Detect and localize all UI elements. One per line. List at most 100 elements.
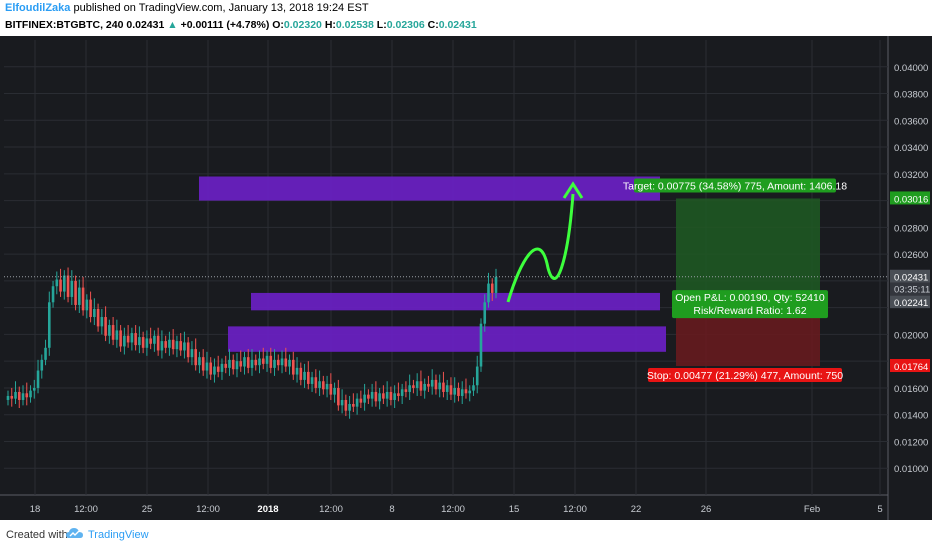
middle-support-zone: [251, 292, 660, 311]
candle-down: [89, 299, 92, 318]
candle-down: [314, 377, 318, 388]
candle-up: [430, 379, 434, 387]
candle-down: [254, 359, 258, 366]
candle-up: [145, 338, 149, 348]
tradingview-cloud-icon: [66, 528, 83, 538]
candle-down: [126, 335, 130, 343]
candle-up: [235, 361, 239, 370]
low-value: 0.02306: [386, 19, 425, 31]
y-tick-label: 0.02800: [894, 223, 928, 234]
author-link[interactable]: ElfoudilZaka: [5, 2, 71, 14]
high-value: 0.02538: [335, 19, 374, 31]
candle-down: [201, 357, 205, 371]
candle-up: [438, 382, 441, 390]
x-tick-label: 25: [142, 504, 153, 515]
forecast-arrow: [506, 193, 575, 303]
candle-up: [460, 389, 464, 396]
symbol-label[interactable]: BITFINEX:BTGBTC, 240: [5, 19, 124, 31]
x-tick-label: 8: [389, 504, 394, 515]
candle-up: [385, 391, 389, 399]
candle-down: [457, 387, 460, 396]
candle-up: [479, 323, 483, 367]
target-label-text: Target: 0.00775 (34.58%) 775, Amount: 14…: [623, 180, 847, 192]
candle-up: [303, 371, 306, 380]
chart-area[interactable]: Target: 0.00775 (34.58%) 775, Amount: 14…: [0, 36, 932, 520]
candle-up: [378, 393, 381, 402]
candle-down: [397, 393, 400, 396]
candle-up: [51, 286, 55, 303]
candle-up: [415, 381, 419, 388]
candle-down: [239, 361, 243, 367]
candle-down: [464, 389, 468, 394]
open-value: 0.02320: [283, 19, 322, 31]
candle-down: [134, 333, 137, 346]
candle-up: [198, 357, 201, 366]
candle-up: [295, 367, 299, 375]
candle-down: [25, 393, 29, 398]
up-triangle-icon: ▲: [167, 19, 178, 31]
candle-up: [63, 275, 66, 292]
candle-down: [66, 275, 70, 297]
candle-up: [40, 359, 44, 371]
candle-up: [228, 359, 231, 368]
countdown-label: 03:35:11: [894, 285, 930, 296]
last-price: 0.02431: [126, 19, 165, 31]
candle-down: [96, 308, 100, 327]
candle-down: [17, 391, 21, 400]
candle-down: [119, 330, 122, 347]
candle-up: [340, 399, 344, 406]
candle-up: [78, 287, 81, 305]
y-tick-label: 0.01000: [894, 464, 928, 475]
candle-up: [318, 381, 321, 388]
candle-down: [359, 398, 363, 403]
candle-up: [123, 335, 126, 347]
candle-up: [205, 362, 209, 371]
candle-up: [355, 398, 359, 407]
x-tick-label: 5: [877, 504, 882, 515]
candle-down: [59, 279, 62, 292]
candle-down: [434, 379, 438, 390]
candle-down: [449, 385, 453, 395]
publish-info: ElfoudilZaka published on TradingView.co…: [5, 2, 369, 14]
candle-down: [352, 404, 355, 407]
y-tick-label: 0.03200: [894, 170, 928, 181]
candle-up: [70, 280, 74, 297]
y-tick-label: 0.03400: [894, 143, 928, 154]
symbol-info: BITFINEX:BTGBTC, 240 0.02431 ▲ +0.00111 …: [5, 19, 477, 31]
candle-up: [333, 387, 336, 395]
candle-down: [261, 358, 265, 364]
candle-up: [258, 358, 261, 366]
candle-down: [374, 391, 378, 402]
candle-up: [213, 366, 216, 375]
candle-up: [14, 391, 17, 399]
candle-up: [393, 393, 396, 400]
price-chart[interactable]: Target: 0.00775 (34.58%) 775, Amount: 14…: [0, 36, 932, 520]
footer: Created with TradingView: [0, 520, 932, 550]
candle-down: [104, 317, 107, 336]
stop-label-box: [648, 367, 842, 382]
candle-down: [224, 363, 228, 368]
candle-up: [220, 363, 224, 372]
candle-up: [453, 387, 457, 395]
y-tick-label: 0.02431: [894, 273, 928, 284]
created-with-text: Created with: [6, 529, 68, 541]
candle-down: [284, 358, 288, 367]
open-label: O:: [272, 19, 284, 31]
x-tick-label: 12:00: [441, 504, 465, 515]
price-tag-bg: [890, 358, 930, 372]
pnl-label-box: [672, 290, 828, 319]
candle-up: [55, 279, 59, 287]
candle-up: [168, 339, 171, 348]
candle-up: [100, 317, 104, 327]
x-tick-label: 12:00: [74, 504, 98, 515]
lower-support-zone: [228, 326, 666, 352]
y-tick-label: 0.01764: [894, 362, 928, 373]
candle-up: [472, 385, 475, 391]
candle-down: [337, 387, 340, 406]
x-tick-label: 15: [509, 504, 520, 515]
candle-down: [269, 355, 273, 368]
candle-down: [149, 338, 152, 344]
candle-up: [115, 330, 119, 340]
candle-down: [329, 383, 333, 395]
tradingview-link[interactable]: TradingView: [88, 529, 149, 541]
